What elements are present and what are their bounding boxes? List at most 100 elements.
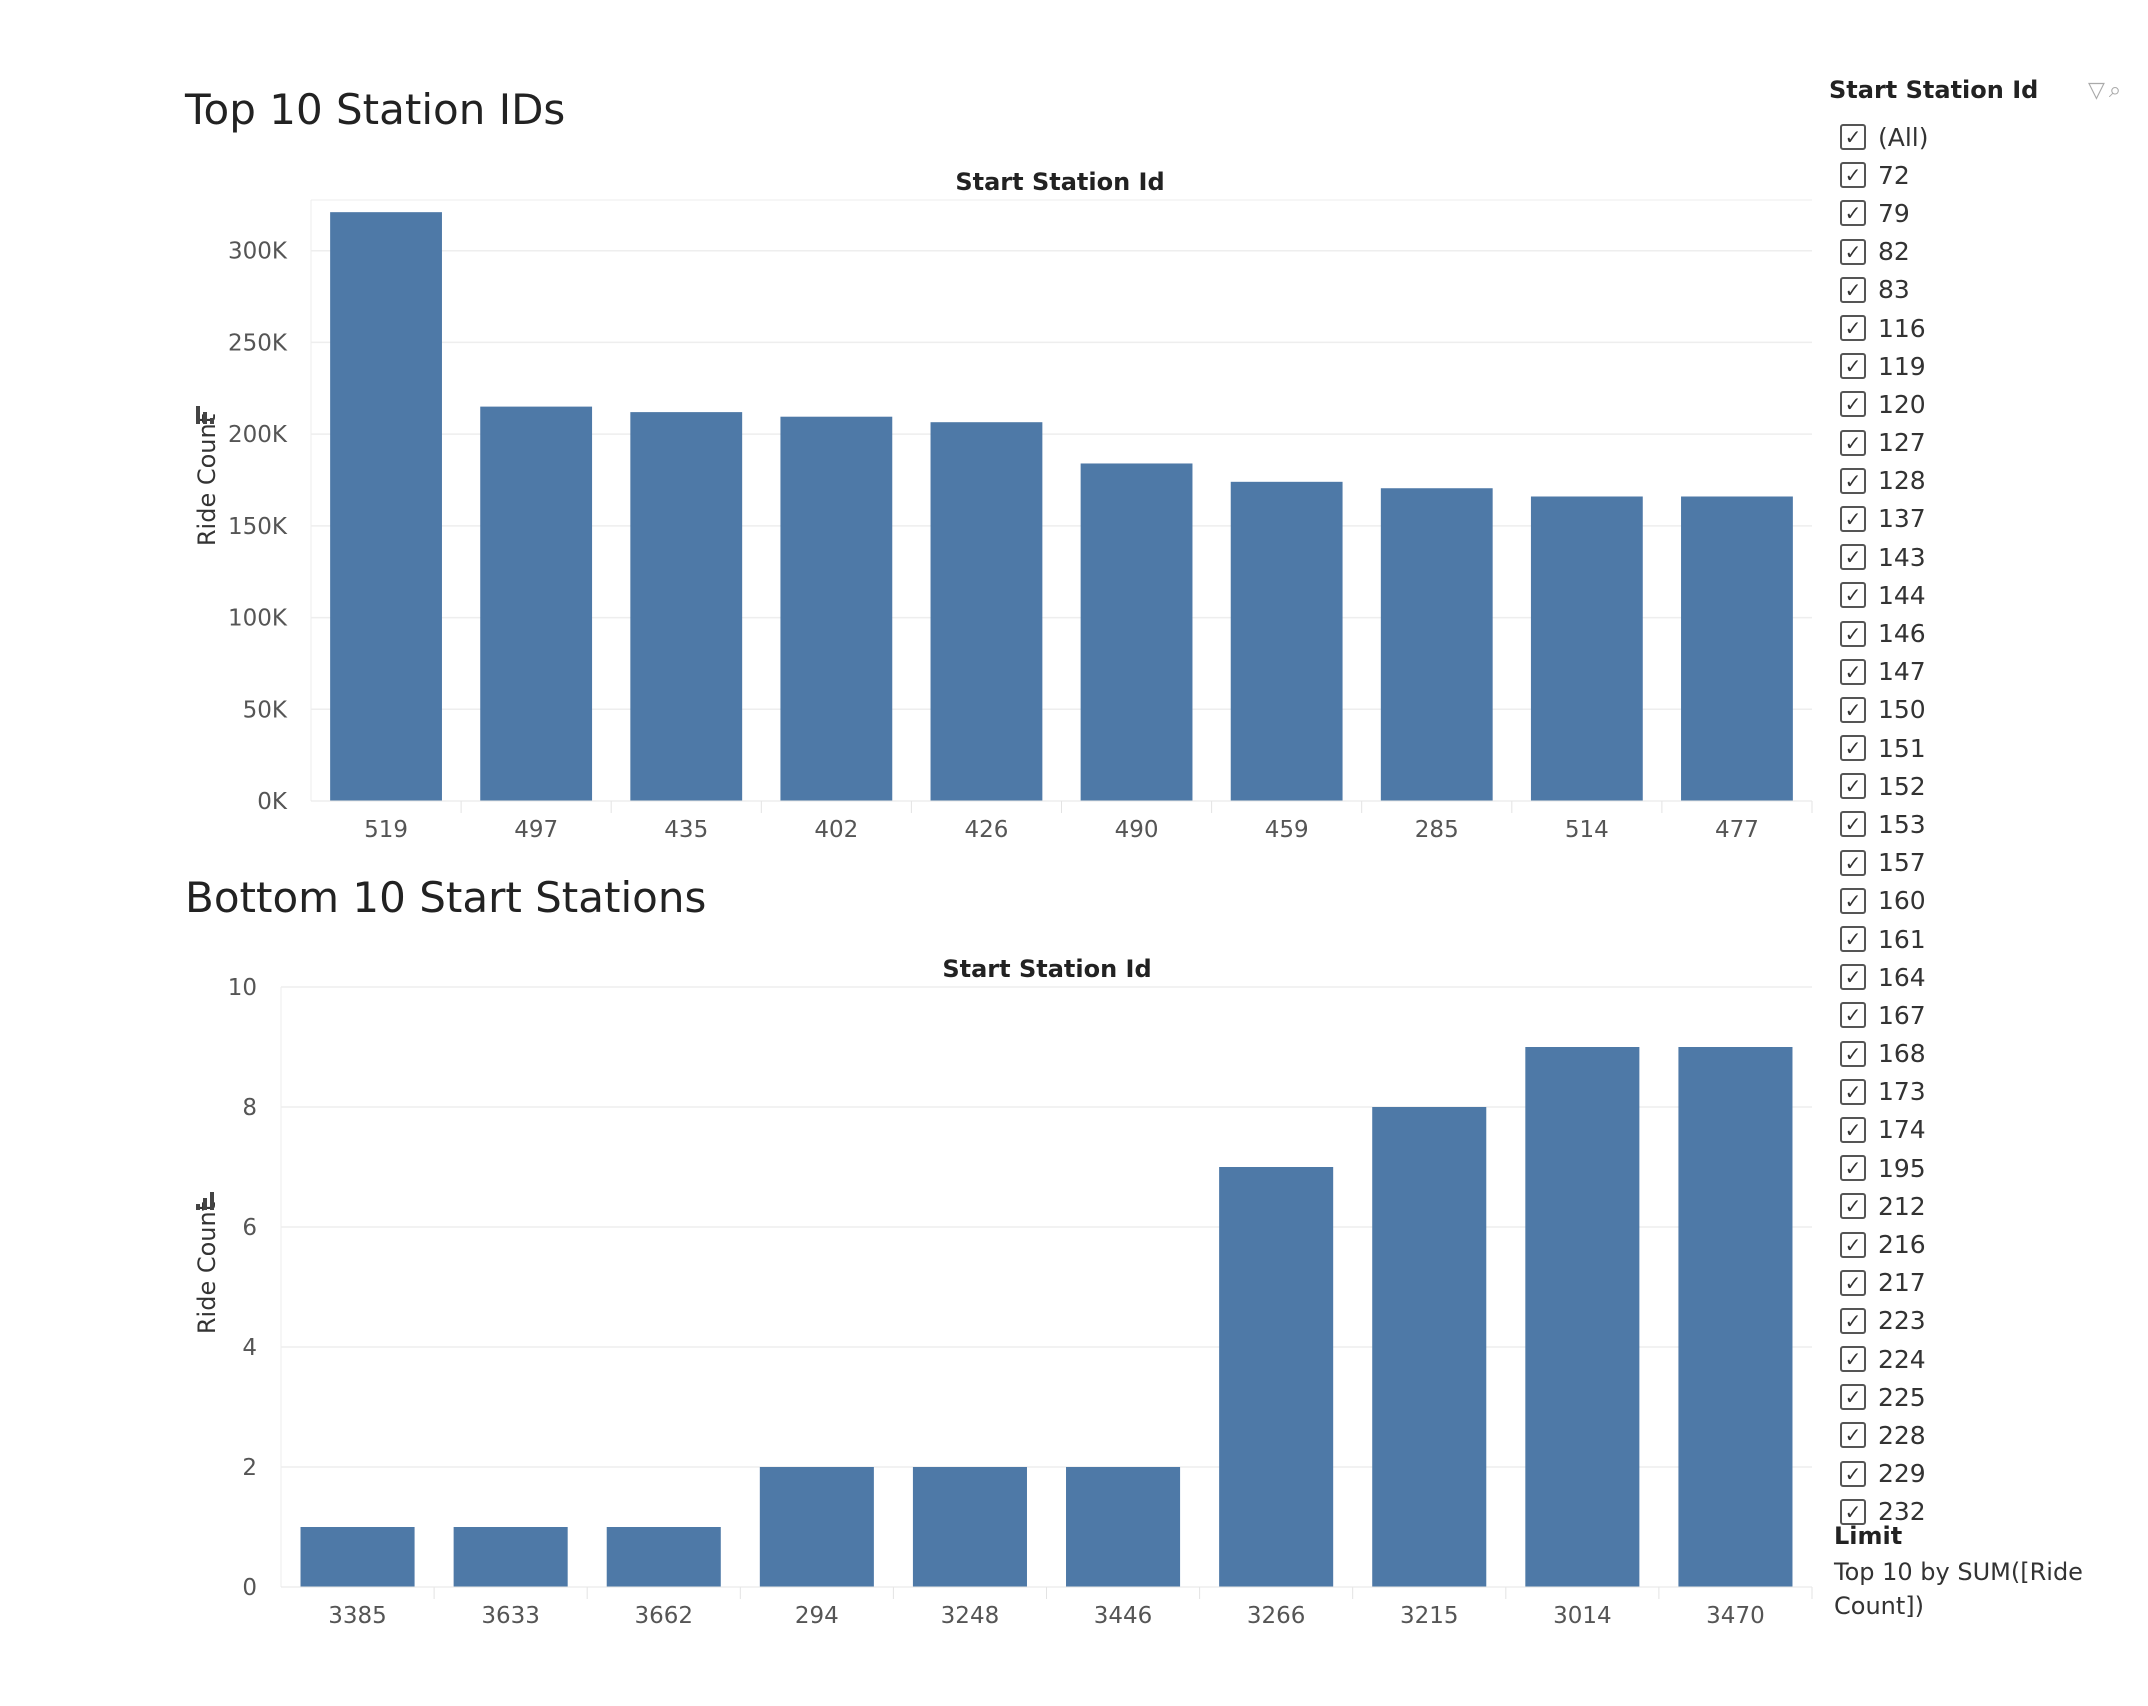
filter-item[interactable]: ✓ 82: [1840, 233, 2120, 271]
filter-item[interactable]: ✓ 232: [1840, 1493, 2120, 1531]
filter-item[interactable]: ✓ 174: [1840, 1111, 2120, 1149]
filter-item[interactable]: ✓ 223: [1840, 1302, 2120, 1340]
filter-item[interactable]: ✓ 146: [1840, 614, 2120, 652]
checkbox[interactable]: ✓: [1840, 353, 1866, 380]
checkbox[interactable]: ✓: [1840, 1002, 1866, 1029]
filter-item[interactable]: ✓ 216: [1840, 1225, 2120, 1263]
filter-item[interactable]: ✓ 127: [1840, 424, 2120, 462]
checkbox[interactable]: ✓: [1840, 887, 1866, 914]
checkbox[interactable]: ✓: [1840, 658, 1866, 685]
filter-item[interactable]: ✓ 147: [1840, 653, 2120, 691]
filter-item[interactable]: ✓ 217: [1840, 1264, 2120, 1302]
x-tick-label: 426: [964, 817, 1008, 843]
checkbox[interactable]: ✓: [1840, 1193, 1866, 1220]
bar: [1530, 496, 1643, 801]
filter-item[interactable]: ✓ 119: [1840, 347, 2120, 385]
x-tick-label: 3446: [1094, 1603, 1153, 1629]
filter-item-label: 167: [1878, 1000, 1926, 1030]
checkbox[interactable]: ✓: [1840, 582, 1866, 609]
filter-item[interactable]: ✓ 120: [1840, 385, 2120, 423]
checkbox[interactable]: ✓: [1840, 391, 1866, 418]
filter-item-label: 72: [1878, 160, 1910, 190]
x-tick-label: 3014: [1553, 1603, 1612, 1629]
checkbox[interactable]: ✓: [1840, 276, 1866, 303]
checkbox[interactable]: ✓: [1840, 1422, 1866, 1449]
filter-item[interactable]: ✓ 152: [1840, 767, 2120, 805]
checkbox[interactable]: ✓: [1840, 544, 1866, 571]
filter-icon[interactable]: ▽: [2088, 78, 2105, 103]
filter-item[interactable]: ✓ 167: [1840, 996, 2120, 1034]
checkbox[interactable]: ✓: [1840, 315, 1866, 342]
filter-item[interactable]: ✓ 161: [1840, 920, 2120, 958]
filter-item[interactable]: ✓ 225: [1840, 1378, 2120, 1416]
checkbox[interactable]: ✓: [1840, 429, 1866, 456]
filter-item[interactable]: ✓ 137: [1840, 500, 2120, 538]
x-tick-label: 459: [1265, 817, 1309, 843]
checkbox[interactable]: ✓: [1840, 1346, 1866, 1373]
filter-item[interactable]: ✓ 153: [1840, 805, 2120, 843]
filter-item[interactable]: ✓ 157: [1840, 844, 2120, 882]
filter-item-label: 150: [1878, 695, 1926, 725]
filter-item[interactable]: ✓ 224: [1840, 1340, 2120, 1378]
checkbox[interactable]: ✓: [1840, 162, 1866, 189]
checkbox[interactable]: ✓: [1840, 1155, 1866, 1182]
checkbox[interactable]: ✓: [1840, 200, 1866, 227]
filter-item-label: 173: [1878, 1077, 1926, 1107]
checkbox[interactable]: ✓: [1840, 124, 1866, 151]
filter-item[interactable]: ✓ 143: [1840, 538, 2120, 576]
filter-item[interactable]: ✓ 212: [1840, 1187, 2120, 1225]
filter-item[interactable]: ✓ 229: [1840, 1455, 2120, 1493]
filter-item[interactable]: ✓ 195: [1840, 1149, 2120, 1187]
checkbox[interactable]: ✓: [1840, 467, 1866, 494]
filter-item-label: 224: [1878, 1344, 1926, 1374]
checkbox[interactable]: ✓: [1840, 849, 1866, 876]
checkbox[interactable]: ✓: [1840, 1078, 1866, 1105]
checkbox[interactable]: ✓: [1840, 773, 1866, 800]
filter-item[interactable]: ✓ 151: [1840, 729, 2120, 767]
filter-item[interactable]: ✓ 116: [1840, 309, 2120, 347]
checkbox[interactable]: ✓: [1840, 1269, 1866, 1296]
filter-item[interactable]: ✓ 168: [1840, 1035, 2120, 1073]
filter-item[interactable]: ✓ 173: [1840, 1073, 2120, 1111]
filter-item[interactable]: ✓ (All): [1840, 118, 2120, 156]
sort-icon-bar: [203, 412, 207, 424]
checkbox[interactable]: ✓: [1840, 1116, 1866, 1143]
limit-label: Limit: [1834, 1522, 1903, 1550]
search-icon[interactable]: ⌕: [2108, 78, 2122, 103]
checkbox[interactable]: ✓: [1840, 1307, 1866, 1334]
checkbox[interactable]: ✓: [1840, 1460, 1866, 1487]
filter-item[interactable]: ✓ 150: [1840, 691, 2120, 729]
filter-item[interactable]: ✓ 79: [1840, 194, 2120, 232]
checkbox[interactable]: ✓: [1840, 964, 1866, 991]
checkbox[interactable]: ✓: [1840, 811, 1866, 838]
checkbox[interactable]: ✓: [1840, 1384, 1866, 1411]
filter-item[interactable]: ✓ 83: [1840, 271, 2120, 309]
x-tick-label: 3470: [1706, 1603, 1765, 1629]
filter-item[interactable]: ✓ 72: [1840, 156, 2120, 194]
y-tick-label: 100K: [228, 606, 288, 632]
checkbox[interactable]: ✓: [1840, 926, 1866, 953]
filter-list[interactable]: ✓ (All) ✓ 72 ✓ 79 ✓ 82 ✓ 83 ✓ 116 ✓ 119 ✓ 120 ✓ 127 ✓ 128 ✓ 1…: [1840, 118, 2120, 1580]
y-tick-label: 0K: [257, 789, 288, 815]
filter-item-label: 147: [1878, 657, 1926, 687]
checkbox[interactable]: ✓: [1840, 1498, 1866, 1525]
filter-item[interactable]: ✓ 228: [1840, 1416, 2120, 1454]
checkbox[interactable]: ✓: [1840, 696, 1866, 723]
y-tick-label: 4: [242, 1335, 257, 1361]
filter-item[interactable]: ✓ 164: [1840, 958, 2120, 996]
checkbox[interactable]: ✓: [1840, 735, 1866, 762]
checkbox[interactable]: ✓: [1840, 1231, 1866, 1258]
filter-item[interactable]: ✓ 144: [1840, 576, 2120, 614]
checkbox[interactable]: ✓: [1840, 620, 1866, 647]
filter-item-label: 128: [1878, 466, 1926, 496]
filter-tools: ▽ ⌕: [2084, 78, 2121, 103]
bar: [1230, 481, 1343, 801]
checkbox[interactable]: ✓: [1840, 1040, 1866, 1067]
filter-item[interactable]: ✓ 128: [1840, 462, 2120, 500]
y-tick-label: 150K: [228, 514, 288, 540]
bar: [480, 406, 593, 801]
checkbox[interactable]: ✓: [1840, 505, 1866, 532]
filter-item[interactable]: ✓ 160: [1840, 882, 2120, 920]
top-chart-title: Top 10 Station IDs: [185, 85, 566, 134]
checkbox[interactable]: ✓: [1840, 238, 1866, 265]
